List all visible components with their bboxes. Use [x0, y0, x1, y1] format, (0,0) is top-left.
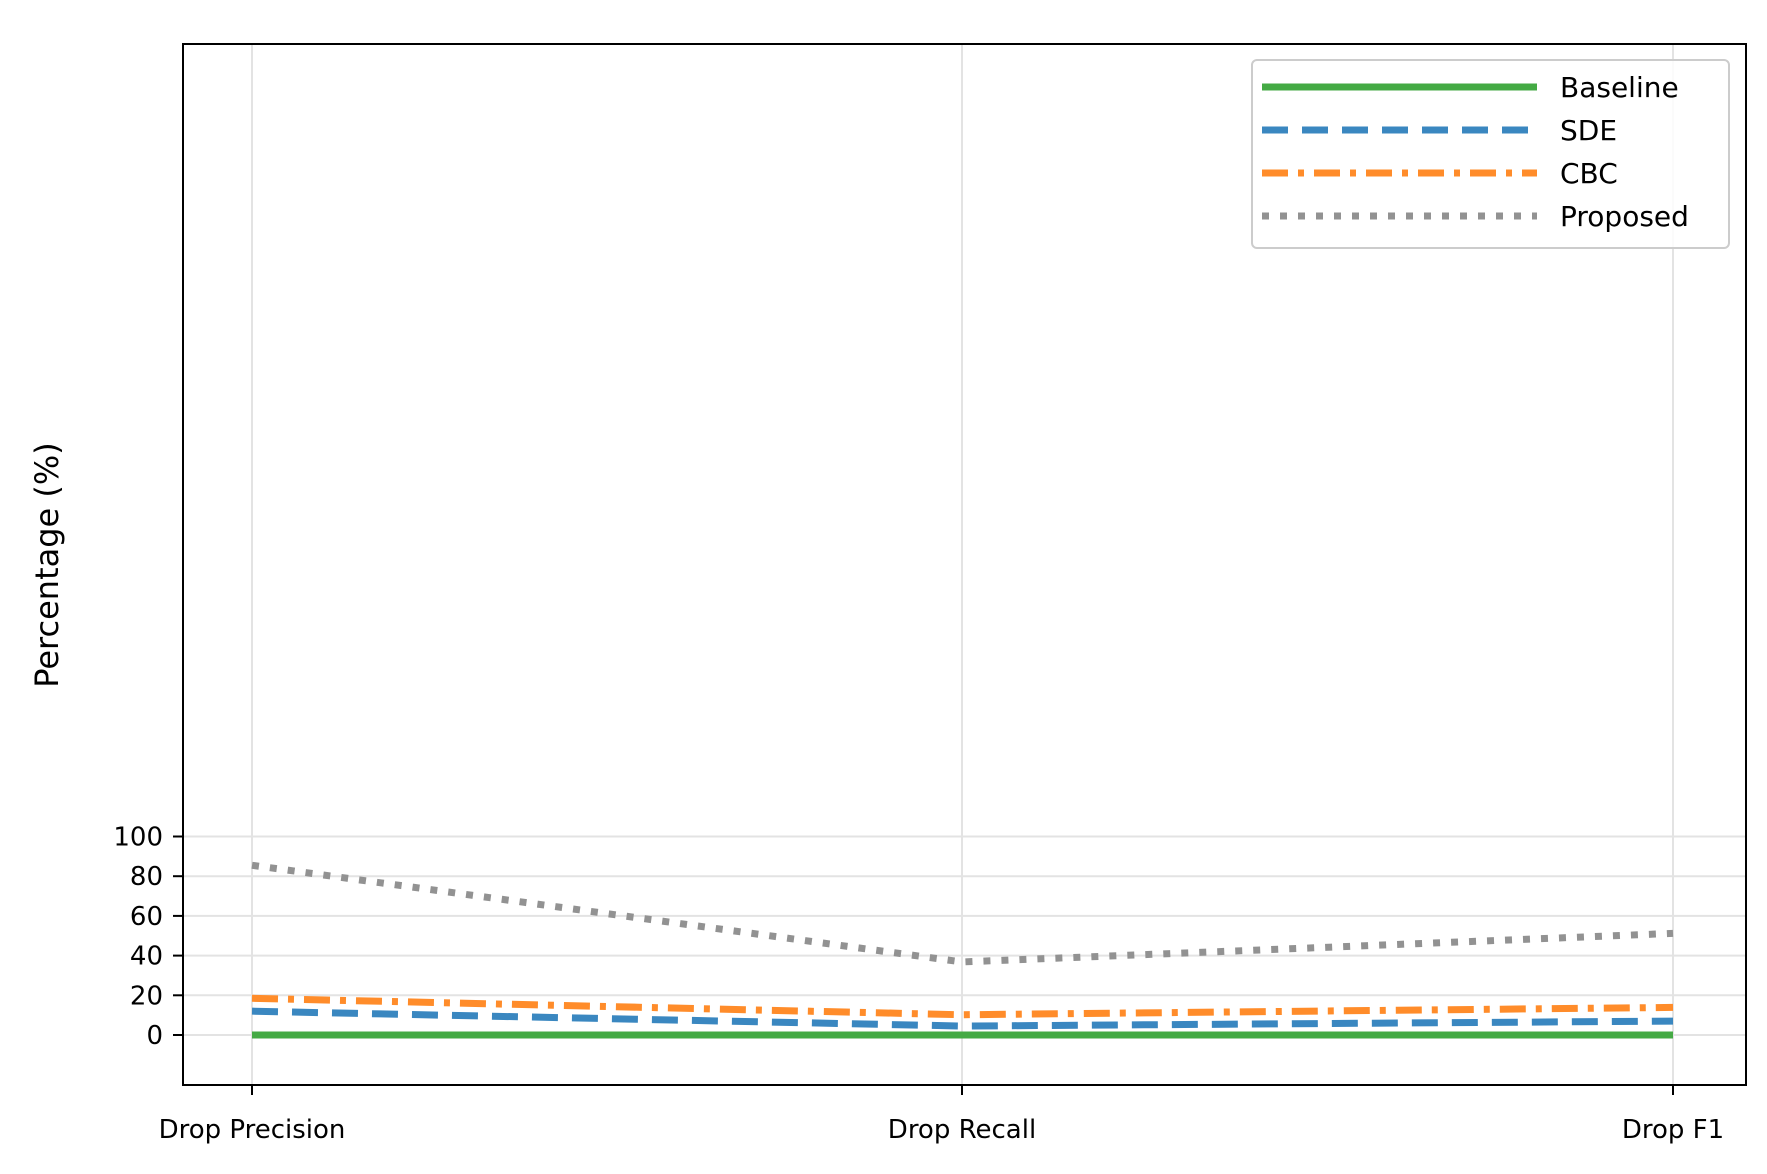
y-tick-label: 80 — [130, 862, 163, 892]
legend-box — [1251, 59, 1730, 249]
y-tick-label: 20 — [130, 981, 163, 1011]
x-tick-label: Drop Precision — [159, 1115, 346, 1145]
y-tick-label: 40 — [130, 942, 163, 972]
y-tick-label: 100 — [113, 823, 163, 853]
series-line-cbc — [251, 994, 1674, 1019]
y-tick-label: 0 — [146, 1021, 163, 1051]
x-axis: Drop Precision Drop Recall Drop F1 — [159, 1085, 1724, 1145]
legend-label-sde: SDE — [1560, 114, 1617, 147]
series-line-proposed — [251, 861, 1674, 966]
series-lines — [251, 861, 1674, 1039]
y-axis-label: Percentage (%) — [28, 442, 66, 688]
legend-label-proposed: Proposed — [1560, 200, 1689, 233]
legend-label-baseline: Baseline — [1560, 71, 1679, 104]
legend-label-cbc: CBC — [1560, 157, 1618, 190]
y-tick-label: 60 — [130, 902, 163, 932]
y-axis: 0 20 40 60 80 100 — [113, 823, 183, 1051]
legend: Baseline SDE CBC Proposed — [1251, 59, 1730, 249]
x-tick-label: Drop F1 — [1622, 1115, 1724, 1145]
series-line-sde — [251, 1007, 1674, 1030]
plot-frame — [182, 43, 1747, 1086]
x-tick-label: Drop Recall — [888, 1115, 1036, 1145]
grid-lines — [183, 44, 1746, 1085]
